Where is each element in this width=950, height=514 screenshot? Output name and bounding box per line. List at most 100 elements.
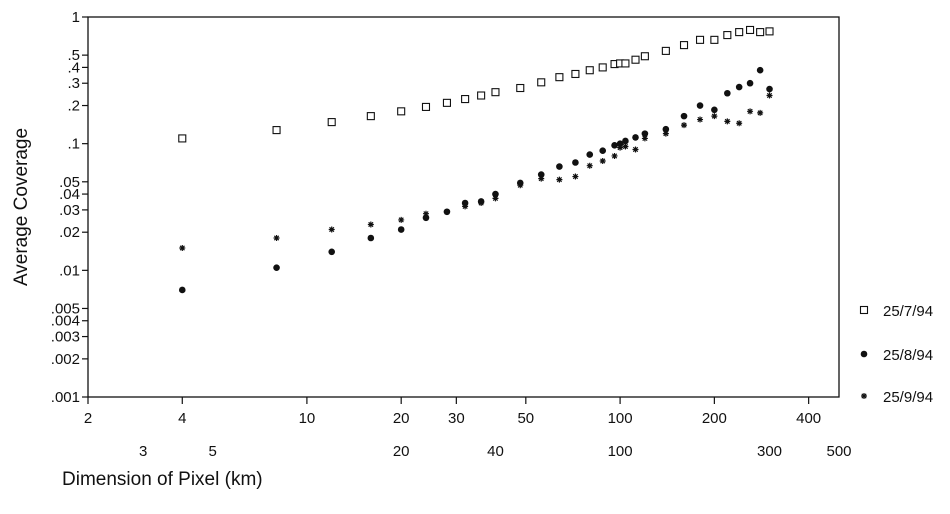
data-point [765, 27, 774, 36]
y-tick-label: .4 [67, 59, 80, 76]
data-point [397, 226, 405, 233]
data-point [598, 63, 607, 72]
x-tick-label-secondary: 300 [757, 443, 782, 460]
x-tick-label: 100 [608, 410, 633, 427]
data-point [611, 152, 618, 159]
data-point [555, 73, 564, 82]
x-tick-label-secondary: 3 [139, 443, 147, 460]
series-1 [178, 25, 774, 143]
data-point [622, 143, 629, 150]
data-point [599, 147, 607, 154]
data-point [766, 92, 773, 99]
data-point [641, 130, 649, 137]
data-point [756, 28, 765, 37]
data-point [697, 116, 704, 123]
data-point [328, 248, 336, 256]
data-point [756, 66, 764, 74]
x-tick-label: 200 [702, 410, 727, 427]
data-point [443, 208, 450, 215]
x-tick-label-secondary: 100 [608, 443, 633, 460]
data-point [556, 176, 563, 183]
data-point [462, 203, 469, 210]
data-point [273, 234, 280, 241]
data-point [272, 126, 281, 135]
data-point [735, 28, 744, 37]
data-point [641, 135, 648, 142]
data-point [681, 122, 688, 129]
legend-marker [860, 350, 868, 358]
data-point [556, 163, 563, 170]
data-point [662, 130, 669, 137]
y-tick-label: .001 [51, 389, 80, 406]
data-point [421, 102, 431, 111]
data-point [538, 175, 545, 182]
data-point [710, 35, 719, 44]
x-tick-label: 2 [84, 410, 92, 427]
series-3 [179, 92, 773, 252]
data-point [367, 221, 374, 228]
data-point [398, 216, 405, 223]
data-point [571, 69, 580, 79]
y-tick-label: .005 [51, 300, 80, 317]
x-axis-title: Dimension of Pixel (km) [62, 469, 263, 490]
y-tick-label: .1 [67, 136, 80, 153]
y-tick-label: 1 [72, 9, 80, 26]
y-tick-label: .003 [51, 329, 80, 346]
y-tick-label: .01 [59, 262, 80, 279]
data-point [586, 162, 593, 169]
data-point [746, 79, 754, 87]
x-axis: 2 4 10 20 30 50 100 200 400 3 5 20 40 100 300 500 [84, 397, 852, 460]
data-point [679, 41, 689, 50]
legend: 25/7/94 25/8/94 25/9/94 [859, 303, 933, 406]
y-tick-label: .04 [59, 186, 80, 203]
y-axis-title: Average Coverage [11, 128, 32, 286]
data-point [422, 210, 429, 217]
plot-frame [87, 16, 840, 398]
data-point [622, 137, 629, 145]
data-point [492, 190, 499, 198]
x-tick-label: 50 [517, 410, 534, 427]
data-point [724, 89, 731, 97]
x-tick-label-secondary: 5 [208, 443, 216, 460]
data-point [491, 88, 500, 97]
y-tick-label: .3 [67, 75, 80, 92]
legend-label: 25/7/94 [883, 303, 933, 320]
data-point [640, 52, 649, 61]
data-point [766, 85, 773, 93]
x-tick-label: 400 [796, 410, 821, 427]
data-point [680, 112, 688, 120]
data-point [327, 118, 336, 127]
data-point [632, 134, 639, 141]
series-2 [178, 66, 773, 294]
data-point [178, 134, 187, 143]
data-point [599, 157, 606, 164]
data-point [179, 245, 186, 252]
data-point [461, 95, 470, 104]
y-tick-label: .2 [67, 98, 80, 115]
data-point [367, 234, 375, 242]
data-point [585, 66, 594, 75]
data-point [724, 118, 731, 125]
data-point [746, 25, 755, 35]
data-point [572, 173, 579, 180]
legend-label: 25/8/94 [883, 347, 933, 364]
data-point [735, 83, 743, 91]
data-point [537, 78, 546, 87]
data-point [631, 55, 640, 64]
data-point [661, 46, 670, 55]
x-tick-label-secondary: 40 [487, 443, 504, 460]
y-tick-label: .02 [59, 224, 80, 241]
data-point [273, 264, 280, 271]
data-point [662, 125, 670, 133]
legend-marker [859, 305, 869, 315]
legend-marker [861, 393, 867, 399]
data-point [757, 109, 764, 116]
data-point [516, 83, 525, 93]
data-point [492, 195, 499, 202]
x-tick-label-secondary: 500 [826, 443, 851, 460]
data-point [711, 113, 718, 120]
data-point [611, 142, 618, 149]
data-point [572, 159, 579, 166]
y-tick-label: .03 [59, 202, 80, 219]
